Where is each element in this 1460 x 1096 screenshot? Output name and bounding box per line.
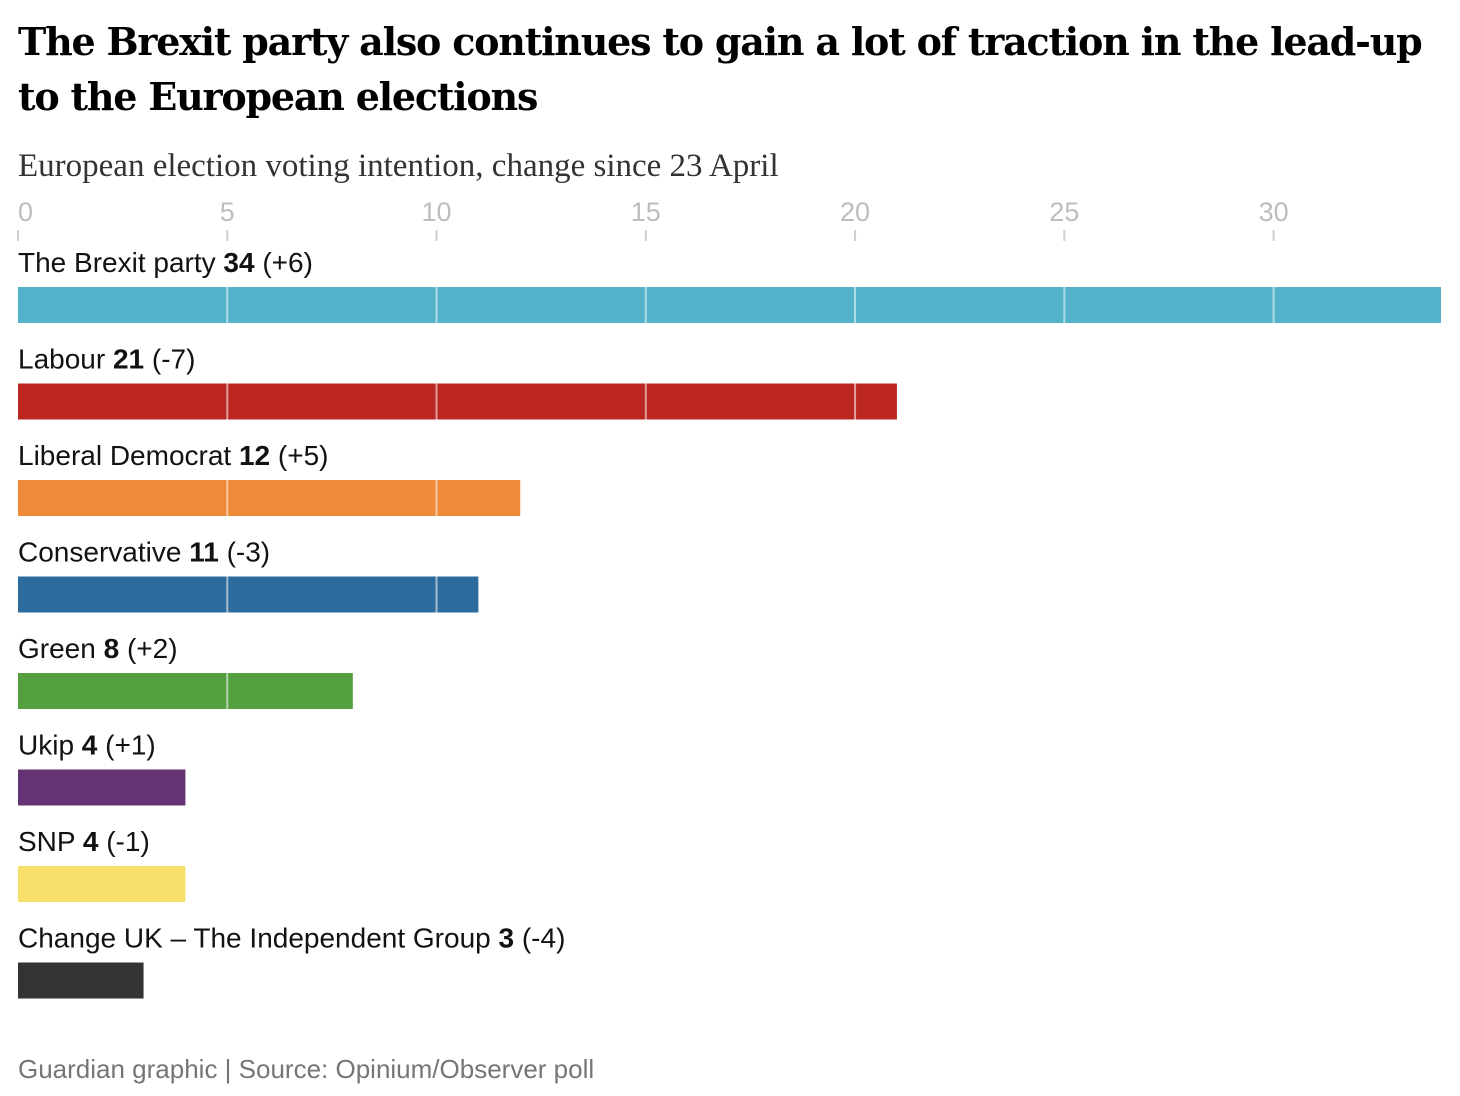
bar-category: SNP <box>18 826 83 857</box>
bar-label: Liberal Democrat 12 (+5) <box>18 440 329 471</box>
bar-chart: 0 5 10 15 20 25 30 The Brexit party 34 (+6)Lab… <box>17 197 1441 999</box>
bar-category: Ukip <box>18 730 82 761</box>
bar <box>18 673 353 709</box>
bar-category: Labour <box>18 344 113 375</box>
bar-value: 21 <box>113 344 144 375</box>
bar-label: SNP 4 (-1) <box>18 826 150 857</box>
bar-change: (+1) <box>97 730 155 761</box>
bar-row: The Brexit party 34 (+6) <box>18 247 1441 323</box>
chart-subtitle: European election voting intention, chan… <box>18 148 779 184</box>
x-axis: 0 5 10 15 20 25 30 <box>17 197 1289 241</box>
bar-category: The Brexit party <box>18 247 223 278</box>
source-note: Guardian graphic | Source: Opinium/Obser… <box>18 1054 595 1084</box>
axis-tick-label: 10 <box>422 197 452 227</box>
bar-value: 3 <box>499 923 515 954</box>
bar-row: Change UK – The Independent Group 3 (-4) <box>18 923 565 999</box>
axis-tick-label: 15 <box>631 197 661 227</box>
bar <box>18 769 186 806</box>
chart-title: The Brexit party also continues to gain … <box>18 19 1423 119</box>
bar-label: Ukip 4 (+1) <box>18 730 156 761</box>
axis-tick-label: 0 <box>18 197 33 227</box>
bar-change: (-7) <box>144 344 195 375</box>
bar-row: Liberal Democrat 12 (+5) <box>18 440 521 516</box>
bar-category: Liberal Democrat <box>18 440 239 471</box>
bar <box>18 480 521 516</box>
bar-change: (-3) <box>219 537 270 568</box>
bar-change: (-4) <box>514 923 565 954</box>
bars-group: The Brexit party 34 (+6)Labour 21 (-7)Li… <box>18 247 1441 999</box>
bar-category: Conservative <box>18 537 189 568</box>
bar <box>18 866 186 902</box>
bar <box>18 287 1441 323</box>
bar-row: Labour 21 (-7) <box>18 344 897 420</box>
bar <box>18 576 479 613</box>
bar-label: Conservative 11 (-3) <box>18 537 270 568</box>
bar-category: Change UK – The Independent Group <box>18 923 499 954</box>
axis-tick-label: 20 <box>840 197 870 227</box>
axis-tick-label: 25 <box>1049 197 1079 227</box>
bar-value: 34 <box>223 247 255 278</box>
bar-label: Change UK – The Independent Group 3 (-4) <box>18 923 565 954</box>
bar <box>18 962 144 999</box>
axis-tick-label: 30 <box>1259 197 1289 227</box>
bar-value: 4 <box>83 826 99 857</box>
bar-value: 4 <box>82 730 98 761</box>
bar-value: 11 <box>189 537 219 568</box>
bar-label: The Brexit party 34 (+6) <box>18 247 313 278</box>
bar-row: SNP 4 (-1) <box>18 826 186 902</box>
bar-value: 8 <box>104 633 120 664</box>
bar-row: Green 8 (+2) <box>18 633 353 709</box>
axis-tick-label: 5 <box>220 197 235 227</box>
bar-value: 12 <box>239 440 270 471</box>
bar <box>18 383 897 420</box>
bar-row: Ukip 4 (+1) <box>18 730 186 806</box>
bar-change: (+5) <box>270 440 328 471</box>
bar-category: Green <box>18 633 104 664</box>
bar-change: (+2) <box>119 633 177 664</box>
bar-label: Green 8 (+2) <box>18 633 178 664</box>
bar-change: (-1) <box>98 826 149 857</box>
bar-change: (+6) <box>255 247 313 278</box>
bar-row: Conservative 11 (-3) <box>18 537 479 613</box>
bar-label: Labour 21 (-7) <box>18 344 195 375</box>
